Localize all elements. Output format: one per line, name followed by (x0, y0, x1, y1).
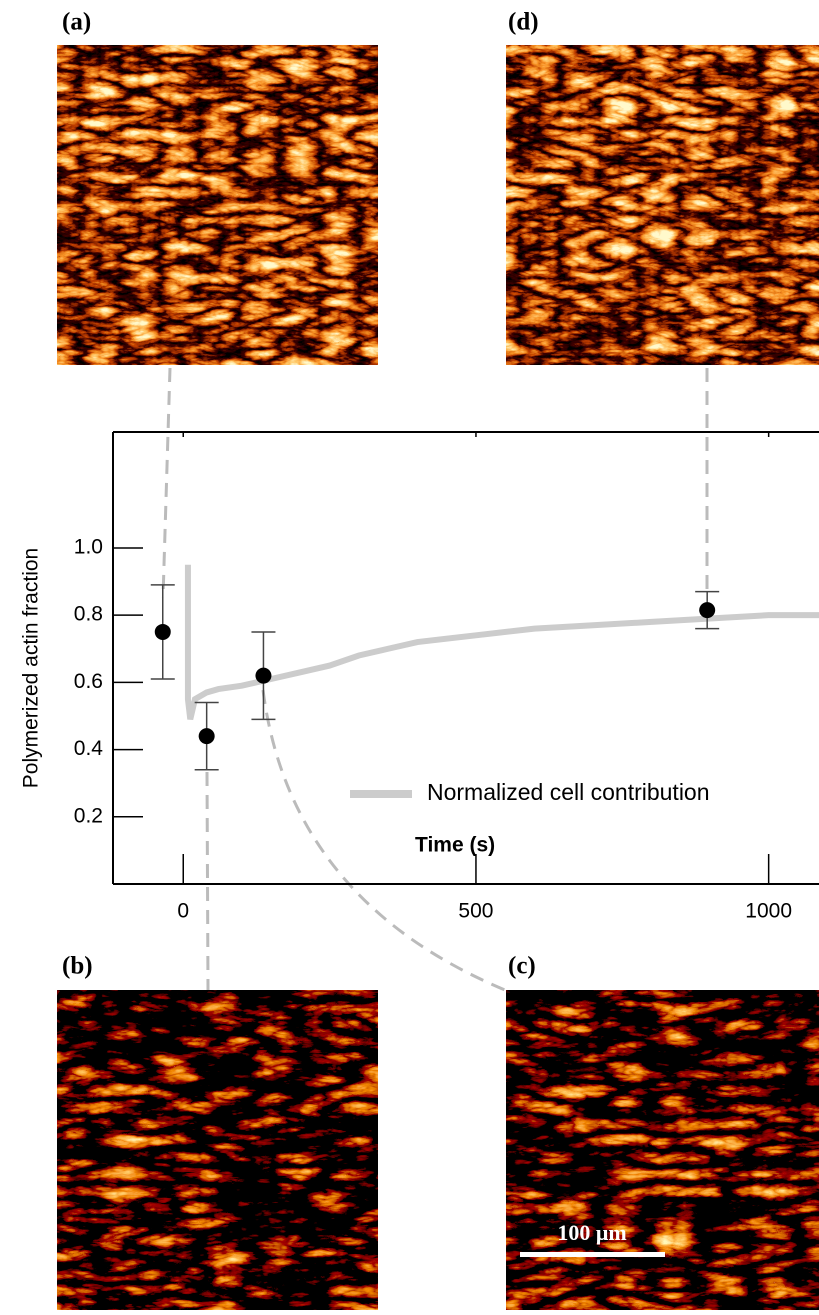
y-axis-label: Polymerized actin fraction (20, 548, 43, 788)
micrograph (57, 990, 378, 1310)
y-tick-label: 0.6 (74, 670, 103, 693)
data-point (255, 667, 272, 684)
panel-label: (b) (62, 953, 93, 980)
connector (205, 771, 210, 991)
data-point (699, 602, 716, 619)
data-point (154, 623, 171, 640)
legend-label: Normalized cell contribution (427, 779, 710, 805)
x-axis-label: Time (s) (415, 834, 495, 857)
connector (261, 689, 506, 992)
scale-bar (520, 1252, 665, 1257)
panel-label: (a) (62, 9, 91, 36)
panel-label: (c) (508, 953, 536, 980)
y-tick-label: 0.4 (74, 737, 104, 760)
y-tick-label: 1.0 (74, 535, 103, 558)
line-series (184, 564, 819, 721)
x-tick-label: 500 (458, 900, 493, 923)
micrograph (57, 45, 378, 365)
y-tick-label: 0.2 (74, 804, 103, 827)
micrograph (506, 45, 819, 365)
micrograph (506, 990, 819, 1310)
x-tick-label: 0 (177, 900, 189, 923)
y-tick-label: 0.8 (74, 603, 103, 626)
plot: 0.2 0.4 0.6 0.8 1.0 0 500 1000 Polymerized actin… (20, 431, 819, 923)
connectors (161, 367, 709, 992)
scale-bar-label: 100 μm (557, 1220, 626, 1245)
data-point (198, 728, 215, 745)
panel-label: (d) (508, 9, 539, 36)
connector (161, 367, 172, 599)
x-tick-label: 1000 (745, 900, 792, 923)
